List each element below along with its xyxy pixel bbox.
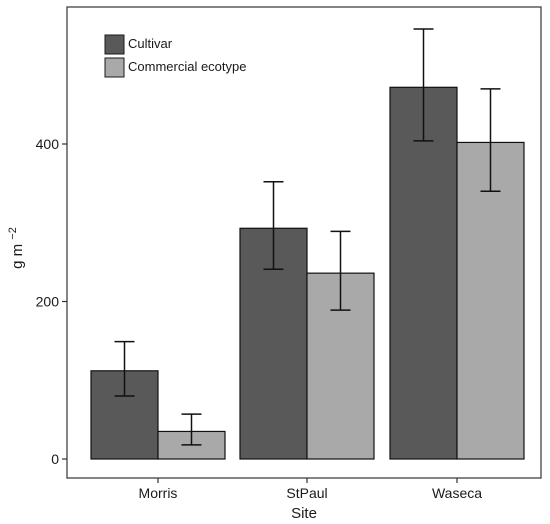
y-tick-label: 0 [51,451,59,467]
y-axis-title-exponent: −2 [7,227,19,240]
legend-swatch-commercial-ecotype [104,57,125,78]
y-tick-label: 200 [36,294,60,310]
y-tick-label: 400 [36,136,60,152]
legend-swatch-cultivar [104,34,125,55]
bar-waseca-commercial-ecotype [456,141,525,460]
y-axis-title-text: g m [9,244,26,269]
legend-label-cultivar: Cultivar [128,36,173,51]
legend-label-commercial-ecotype: Commercial ecotype [128,59,247,74]
x-tick-label-morris: Morris [139,485,178,501]
error-bar-waseca-commercial-ecotype [480,88,501,192]
x-tick-label-stpaul: StPaul [286,485,327,501]
error-bar-morris-cultivar [114,340,135,397]
error-bar-stpaul-commercial-ecotype [330,230,351,311]
x-tick-label-waseca: Waseca [432,485,482,501]
y-axis-title: g m −2 [7,227,26,269]
bar-waseca-cultivar [389,86,458,460]
y-axis: 0 200 400 [36,136,67,467]
error-bar-morris-commercial-ecotype [181,413,202,446]
error-bar-stpaul-cultivar [263,181,284,270]
legend: Cultivar Commercial ecotype [104,34,247,78]
svg-text:g m −2: g m −2 [7,227,26,269]
x-axis-title: Site [291,505,317,522]
error-bars-layer [114,28,501,446]
x-axis: Morris StPaul Waseca [139,478,482,501]
bars-layer [90,86,525,460]
error-bar-waseca-cultivar [413,28,434,142]
